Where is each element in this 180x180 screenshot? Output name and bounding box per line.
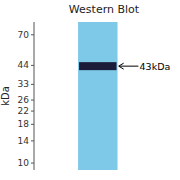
y-tick: [31, 65, 34, 66]
y-tick: [31, 140, 34, 141]
y-tick-label: 44: [18, 60, 30, 70]
band: [79, 62, 116, 70]
y-tick: [31, 84, 34, 85]
gel-lane: [78, 22, 117, 170]
y-tick: [31, 111, 34, 112]
y-tick: [31, 34, 34, 35]
y-tick-label: 18: [18, 119, 30, 129]
y-tick-label: 70: [18, 30, 30, 40]
y-axis-label: kDa: [0, 86, 11, 106]
annotation-arrowhead: [119, 63, 124, 69]
y-axis-line: [34, 22, 35, 170]
y-tick: [31, 100, 34, 101]
title: Western Blot: [69, 3, 140, 16]
chart: Western Blot 70 44 33 2622 18 14 10 kDa 43kDa: [0, 0, 180, 180]
plot-area: [78, 22, 117, 170]
y-tick-label: 14: [18, 136, 30, 146]
annotation: 43kDa: [140, 61, 171, 72]
y-tick: [31, 163, 34, 164]
annotation-arrow: [120, 66, 139, 67]
y-tick-label: 10: [18, 158, 30, 168]
y-tick-label: 33: [18, 79, 29, 89]
y-tick-label: 22: [18, 106, 29, 116]
y-tick: [31, 124, 34, 125]
y-tick-label: 26: [18, 95, 30, 105]
